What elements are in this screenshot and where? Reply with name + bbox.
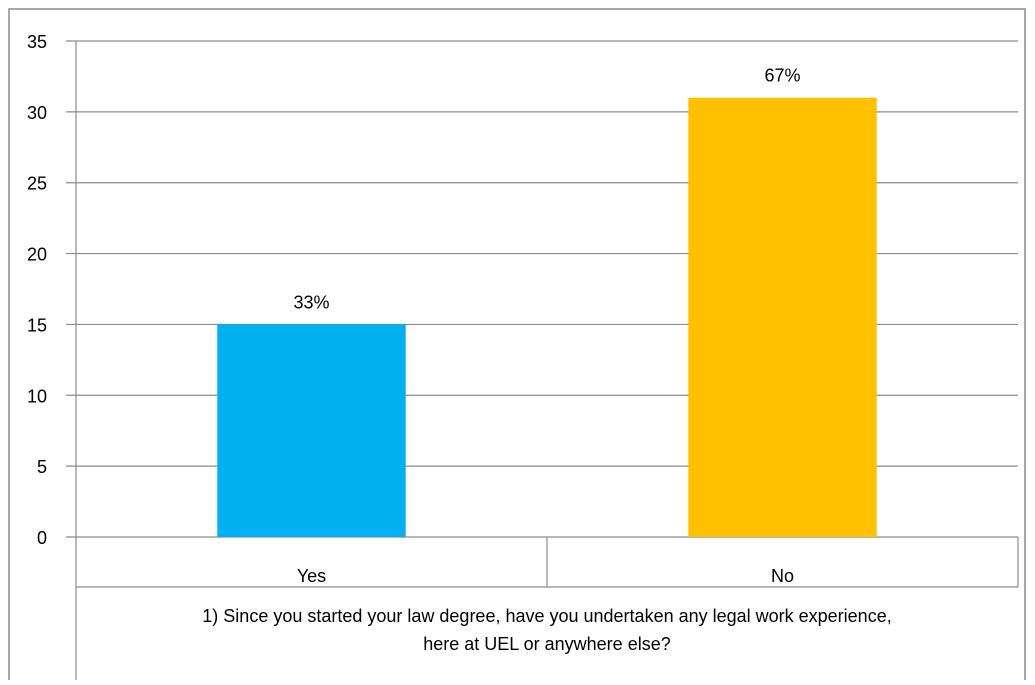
x-axis: Yes No 1) Since you started your law degre…: [75, 537, 1019, 685]
data-labels: 33% 67%: [293, 66, 800, 313]
data-label: 33%: [293, 292, 329, 312]
y-axis: 0 5 10 15 20 25 30 35: [27, 32, 77, 548]
bar-yes: [217, 324, 406, 537]
y-tick-label: 5: [37, 457, 47, 477]
data-label: 67%: [764, 66, 800, 86]
x-axis-title-line: here at UEL or anywhere else?: [423, 634, 670, 654]
y-tick-label: 20: [27, 245, 47, 265]
x-tick-label: Yes: [297, 566, 326, 586]
y-tick-label: 0: [37, 528, 47, 548]
bars: [217, 97, 877, 537]
y-tick-label: 10: [27, 386, 47, 406]
chart-frame: [8, 8, 1026, 685]
y-tick-label: 15: [27, 315, 47, 335]
y-tick-label: 30: [27, 103, 47, 123]
chart-border: [8, 8, 1026, 685]
x-axis-title-line: 1) Since you started your law degree, ha…: [202, 606, 891, 626]
bar-no: [688, 97, 877, 537]
x-tick-label: No: [771, 566, 794, 586]
y-tick-label: 25: [27, 174, 47, 194]
y-tick-label: 35: [27, 32, 47, 52]
